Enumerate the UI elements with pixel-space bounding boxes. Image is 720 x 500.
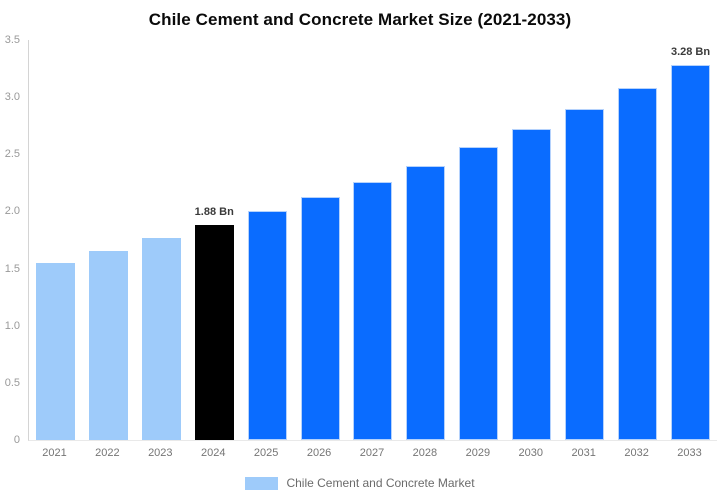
- y-tick-label-0.5: 0.5: [4, 376, 20, 389]
- x-tick-label-2025: 2025: [253, 447, 279, 459]
- y-tick-label-0: 0: [13, 434, 20, 446]
- bar-slot-2032: [611, 40, 664, 440]
- bar-slot-2024: 1.88 Bn: [188, 40, 241, 440]
- x-tick-label-2026: 2026: [306, 447, 332, 459]
- bar-slot-2033: 3.28 Bn: [664, 40, 717, 440]
- bar-slot-2021: [29, 40, 82, 440]
- x-tick-label-2023: 2023: [148, 447, 173, 459]
- y-tick-label-1.0: 1.0: [4, 319, 20, 332]
- y-tick-label-3.0: 3.0: [4, 91, 20, 104]
- bar-2026: [300, 196, 340, 440]
- bar-2025: [247, 211, 287, 440]
- x-tick-label-2032: 2032: [624, 447, 649, 459]
- y-tick-label-2.5: 2.5: [4, 148, 20, 161]
- x-tick-label-2024: 2024: [200, 447, 226, 459]
- bar-value-label-2033: 3.28 Bn: [670, 46, 711, 59]
- y-tick-label-1.5: 1.5: [4, 262, 20, 275]
- bar-slot-2025: [241, 40, 294, 440]
- chart-title: Chile Cement and Concrete Market Size (2…: [148, 10, 572, 29]
- bar-slot-2029: [452, 40, 505, 440]
- y-axis-labels: 3.5 3.0 2.5 2.0 1.5 1.0 0.5 0: [0, 34, 23, 446]
- plot-area: 1.88 Bn 3.28 Bn: [28, 40, 717, 441]
- bar-slot-2026: [294, 40, 347, 440]
- legend: Chile Cement and Concrete Market: [0, 476, 720, 490]
- bar-2030: [512, 129, 552, 440]
- bar-2022: [88, 251, 128, 440]
- x-tick-label-2027: 2027: [359, 447, 385, 459]
- bar-slot-2030: [505, 40, 558, 440]
- bar-2033: [671, 65, 711, 440]
- bar-value-label-2024: 1.88 Bn: [194, 206, 234, 219]
- bar-2032: [618, 88, 658, 440]
- x-axis-labels: 2021 2022 2023 2024 2025 2026 2027 2028 2029 2030…: [28, 447, 716, 459]
- bar-2031: [565, 108, 605, 440]
- x-tick-label-2030: 2030: [518, 447, 543, 459]
- bar-slot-2023: [135, 40, 188, 440]
- bar-slot-2028: [399, 40, 452, 440]
- bar-2028: [406, 165, 446, 440]
- bar-slot-2022: [82, 40, 135, 440]
- bar-2023: [141, 237, 181, 440]
- bar-2024: [194, 225, 234, 440]
- x-tick-label-2031: 2031: [571, 447, 596, 459]
- x-tick-label-2021: 2021: [42, 447, 67, 459]
- y-tick-label-2.0: 2.0: [4, 205, 20, 218]
- legend-label: Chile Cement and Concrete Market: [286, 476, 475, 490]
- bar-2027: [353, 181, 393, 440]
- x-tick-label-2022: 2022: [95, 447, 120, 459]
- bar-slot-2027: [347, 40, 400, 440]
- x-tick-label-2033: 2033: [677, 447, 702, 459]
- bar-2029: [459, 147, 499, 440]
- bar-slot-2031: [558, 40, 611, 440]
- x-tick-label-2028: 2028: [412, 447, 438, 459]
- bar-2021: [35, 262, 75, 440]
- y-tick-label-3.5: 3.5: [4, 34, 20, 46]
- legend-swatch-icon: [245, 476, 279, 490]
- x-tick-label-2029: 2029: [465, 447, 491, 459]
